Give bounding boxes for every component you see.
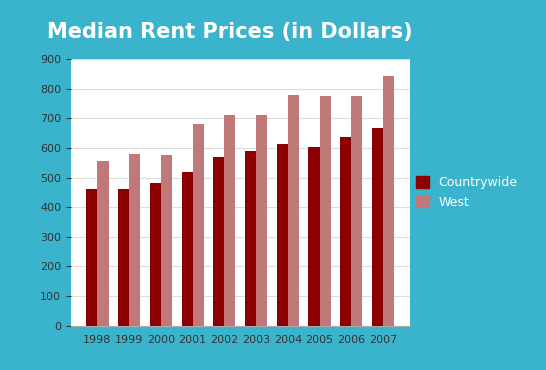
Bar xyxy=(383,76,394,326)
Bar xyxy=(288,95,299,326)
Bar xyxy=(256,115,267,326)
Bar xyxy=(340,137,351,326)
Bar xyxy=(129,154,140,326)
Bar xyxy=(118,189,129,326)
Bar xyxy=(193,124,204,326)
Bar xyxy=(213,158,224,326)
Bar xyxy=(319,96,331,326)
Bar xyxy=(224,115,235,326)
Bar xyxy=(372,128,383,326)
Bar xyxy=(86,189,98,326)
Bar xyxy=(182,172,193,326)
Bar xyxy=(245,151,256,326)
Bar xyxy=(98,161,109,326)
Text: Median Rent Prices (in Dollars): Median Rent Prices (in Dollars) xyxy=(46,22,412,42)
Bar xyxy=(308,147,319,326)
Bar xyxy=(161,155,172,326)
Bar xyxy=(351,96,363,326)
Legend: Countrywide, West: Countrywide, West xyxy=(410,170,524,215)
Bar xyxy=(150,183,161,326)
Bar xyxy=(277,144,288,326)
